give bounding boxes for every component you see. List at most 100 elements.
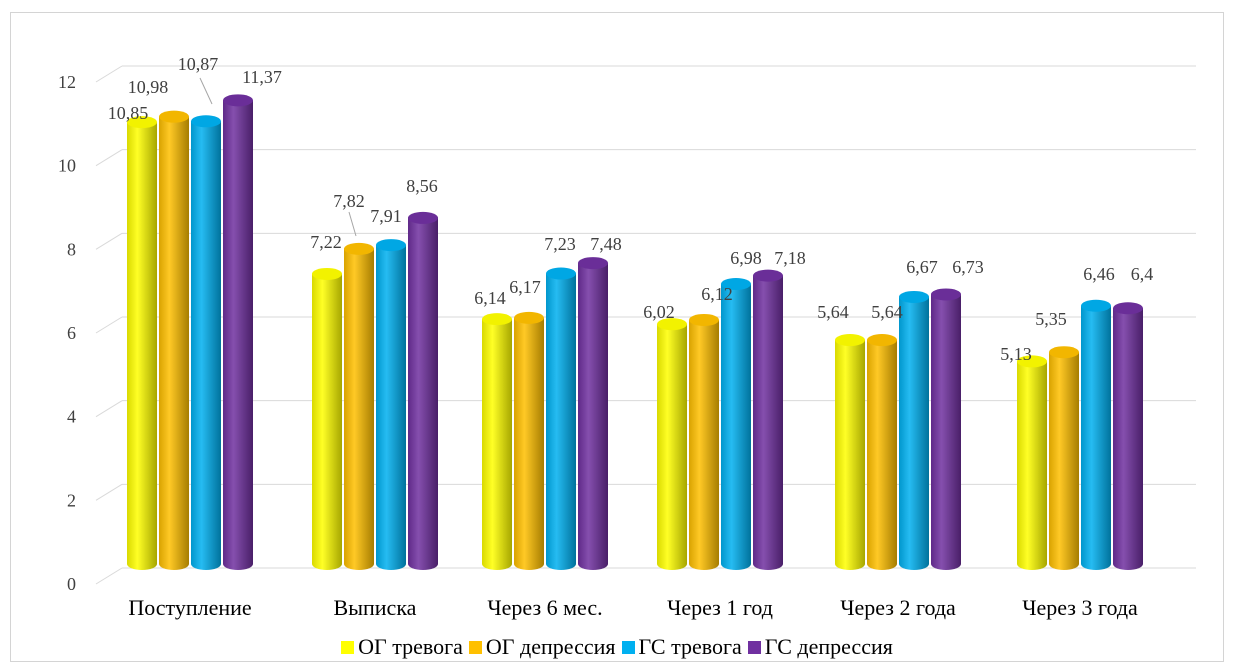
bar-body (899, 296, 929, 570)
bar-top (835, 334, 865, 347)
bar (191, 115, 221, 570)
bar (127, 116, 157, 570)
gridline-diagonal (95, 567, 123, 585)
bar-top (546, 267, 576, 280)
data-label: 10,98 (128, 77, 169, 97)
category-label: Через 2 года (840, 595, 956, 620)
bar-body (223, 100, 253, 570)
y-tick-label: 12 (58, 72, 76, 92)
bar (159, 110, 189, 571)
bar-top (408, 211, 438, 224)
bar (1113, 302, 1143, 570)
data-label: 7,23 (544, 234, 576, 254)
data-label: 6,73 (952, 257, 984, 277)
bar-body (514, 317, 544, 570)
y-tick-label: 2 (67, 490, 76, 510)
bar-top (191, 115, 221, 128)
bar (408, 211, 438, 570)
bar (223, 94, 253, 570)
bar-body (578, 263, 608, 570)
bar-body (753, 275, 783, 570)
category-label: Через 1 год (667, 595, 773, 620)
data-label: 6,12 (701, 284, 733, 304)
bar (1049, 346, 1079, 570)
data-label: 6,4 (1131, 264, 1154, 284)
bars-layer (127, 94, 1143, 571)
legend-item: ГС депрессия (747, 634, 893, 660)
bar-top (344, 242, 374, 255)
category-label: Выписка (334, 595, 417, 620)
gridline-diagonal (95, 400, 123, 418)
bar-body (931, 294, 961, 570)
bar (578, 257, 608, 570)
legend-item: ГС тревога (621, 634, 742, 660)
data-label: 6,98 (730, 248, 762, 268)
bar (753, 269, 783, 570)
bar-top (689, 313, 719, 326)
y-tick-label: 6 (67, 323, 76, 343)
bar-top (657, 318, 687, 331)
category-label: Поступление (128, 595, 251, 620)
bar-body (191, 121, 221, 570)
legend-item: ОГ депрессия (468, 634, 616, 660)
legend-label: ОГ тревога (358, 634, 463, 659)
bar-top (1113, 302, 1143, 315)
legend-swatch (468, 640, 482, 654)
bar-top (899, 290, 929, 303)
bar (899, 290, 929, 570)
gridline-diagonal (95, 483, 123, 501)
category-label: Через 6 мес. (487, 595, 602, 620)
data-label: 5,64 (817, 302, 849, 322)
bar-top (931, 288, 961, 301)
bar-top (159, 110, 189, 123)
bar (376, 239, 406, 570)
bar-body (835, 340, 865, 570)
data-label: 10,85 (108, 103, 149, 123)
data-label: 6,14 (474, 288, 506, 308)
bar-body (546, 273, 576, 570)
data-label: 6,17 (509, 277, 541, 297)
bar-body (1113, 308, 1143, 570)
data-label: 8,56 (406, 176, 438, 196)
bar-body (344, 248, 374, 570)
data-label: 5,64 (871, 302, 903, 322)
bar-body (482, 319, 512, 570)
legend-label: ОГ депрессия (485, 634, 616, 659)
bar-body (312, 273, 342, 570)
bar-top (1081, 299, 1111, 312)
chart-area-border (10, 12, 1224, 662)
bar (312, 267, 342, 570)
leader-line (199, 77, 213, 105)
bar-body (1081, 305, 1111, 570)
bar-body (721, 284, 751, 570)
bar-top (482, 313, 512, 326)
gridline-diagonal (95, 232, 123, 250)
bar-top (1017, 355, 1047, 368)
data-labels-layer: 10,85 10,98 10,87 11,37 7,22 7,827,918,56 6,14… (108, 54, 1154, 364)
bar-top (867, 334, 897, 347)
bar-top (376, 239, 406, 252)
bar-top (578, 257, 608, 270)
bar-top (514, 311, 544, 324)
y-tick-label: 0 (67, 574, 76, 594)
bar (689, 313, 719, 570)
data-label: 7,18 (774, 248, 806, 268)
bar-body (1017, 361, 1047, 570)
bar-top (753, 269, 783, 282)
bar (721, 278, 751, 570)
gridline-diagonal (95, 316, 123, 334)
bar-top (1049, 346, 1079, 359)
legend-label: ГС депрессия (764, 634, 893, 659)
legend-item: ОГ тревога (341, 634, 463, 660)
bar (931, 288, 961, 570)
data-label: 7,82 (333, 191, 365, 211)
legend-swatch (621, 640, 635, 654)
data-label: 6,46 (1083, 264, 1115, 284)
bar-top (223, 94, 253, 107)
data-label: 6,67 (906, 257, 938, 277)
bar (482, 313, 512, 570)
bar (657, 318, 687, 570)
bar (835, 334, 865, 570)
